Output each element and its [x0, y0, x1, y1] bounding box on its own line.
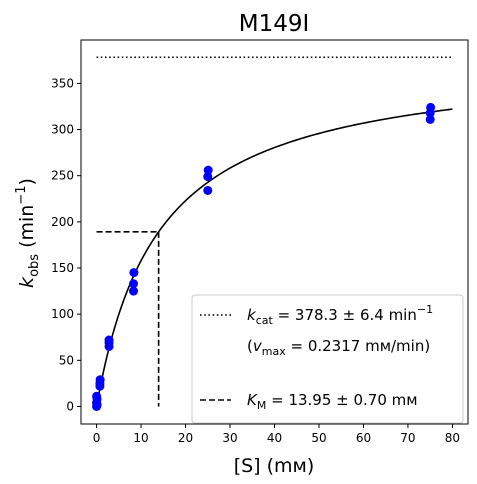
- x-tick-label: 0: [93, 431, 101, 445]
- x-tick-label: 10: [133, 431, 148, 445]
- y-tick-label: 100: [51, 307, 74, 321]
- data-point: [203, 172, 213, 182]
- y-tick-label: 300: [51, 123, 74, 137]
- data-point: [92, 400, 102, 410]
- plot-area: [80, 39, 469, 425]
- data-point: [95, 375, 105, 385]
- fit-curve: [95, 108, 453, 407]
- x-tick-label: 30: [222, 431, 237, 445]
- reference-lines: [96, 56, 453, 407]
- data-point: [128, 286, 138, 296]
- y-tick-label: 50: [59, 353, 74, 367]
- x-tick-label: 20: [178, 431, 193, 445]
- data-point: [203, 185, 213, 195]
- data-point: [129, 268, 139, 278]
- x-axis-ticks: 0 10 20 30 40 50 60 70 80: [93, 424, 460, 445]
- chart-title: M149I: [239, 11, 310, 37]
- y-tick-label: 150: [51, 261, 74, 275]
- data-point: [128, 279, 138, 289]
- data-point: [426, 102, 436, 112]
- y-tick-label: 0: [66, 399, 74, 413]
- legend-label-vmax: (vmax = 0.2317 mм/min): [247, 337, 430, 358]
- legend-box: [191, 294, 464, 424]
- legend: kcat = 378.3 ± 6.4 min−1 (vmax = 0.2317 …: [191, 294, 464, 424]
- data-point: [104, 335, 114, 345]
- legend-label-kcat: kcat = 378.3 ± 6.4 min−1: [247, 303, 433, 327]
- y-tick-label: 350: [51, 76, 74, 90]
- x-axis-label: [S] (mм): [234, 455, 315, 477]
- y-tick-label: 250: [51, 169, 74, 183]
- x-tick-label: 50: [311, 431, 326, 445]
- x-tick-label: 60: [356, 431, 371, 445]
- x-tick-label: 80: [445, 431, 460, 445]
- x-tick-label: 40: [267, 431, 282, 445]
- legend-label-km: KM = 13.95 ± 0.70 mм: [247, 391, 418, 412]
- y-axis-ticks: 0 50 100 150 200 250 300 350: [51, 76, 81, 413]
- y-tick-label: 200: [51, 215, 74, 229]
- y-axis-label: kobs (min−1): [14, 178, 42, 288]
- data-point: [203, 165, 213, 175]
- data-points: [92, 102, 436, 411]
- x-tick-label: 70: [400, 431, 415, 445]
- data-point: [425, 114, 435, 124]
